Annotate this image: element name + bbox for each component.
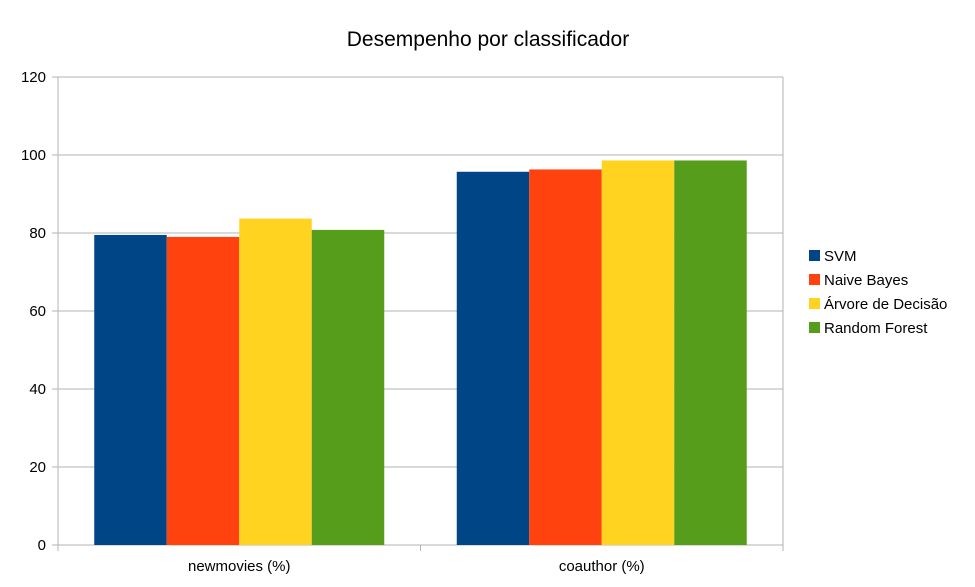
legend-swatch <box>809 322 820 333</box>
bar <box>529 169 602 545</box>
axes: 0 20 40 60 80 100 120 newmovies (%) coauthor (%) <box>21 69 784 575</box>
legend-label: Random Forest <box>824 320 928 337</box>
y-tick-label: 120 <box>21 69 46 86</box>
legend-swatch <box>809 250 820 261</box>
x-category-label: coauthor (%) <box>559 558 645 575</box>
chart-title: Desempenho por classificador <box>347 28 629 51</box>
x-category-label: newmovies (%) <box>188 558 291 575</box>
legend: SVM Naive Bayes Árvore de Decisão Random Fo… <box>809 248 947 337</box>
y-tick-label: 60 <box>29 303 46 320</box>
bar <box>239 218 312 545</box>
legend-swatch <box>809 298 820 309</box>
bar <box>601 160 675 545</box>
bar <box>674 160 747 545</box>
y-tick-label: 0 <box>38 537 46 554</box>
y-tick-label: 80 <box>29 225 46 242</box>
bar <box>311 229 385 545</box>
legend-swatch <box>809 274 820 285</box>
legend-label: SVM <box>824 248 857 265</box>
bar <box>94 234 167 545</box>
y-tick-label: 40 <box>29 381 46 398</box>
legend-label: Naive Bayes <box>824 272 908 289</box>
bars <box>94 160 747 545</box>
legend-label: Árvore de Decisão <box>824 296 947 313</box>
y-tick-label: 20 <box>29 459 46 476</box>
bar <box>166 236 240 545</box>
bar <box>456 171 530 545</box>
y-tick-label: 100 <box>21 147 46 164</box>
